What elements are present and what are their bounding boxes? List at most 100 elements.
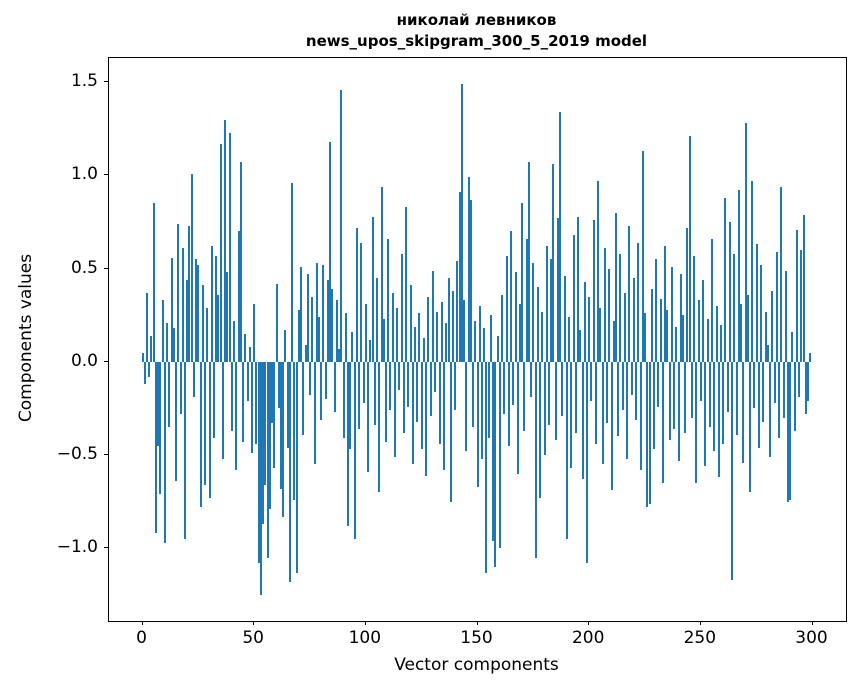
bar	[440, 302, 443, 362]
bar	[237, 231, 240, 362]
bar	[320, 361, 323, 420]
bar	[610, 361, 613, 491]
bar	[141, 352, 144, 362]
bar	[717, 361, 720, 478]
y-tick-mark	[104, 360, 108, 362]
bar	[407, 361, 410, 407]
bar	[543, 361, 546, 456]
bar	[322, 264, 325, 362]
bar	[713, 361, 716, 452]
bar	[655, 259, 658, 362]
bar	[556, 218, 559, 362]
bar	[335, 300, 338, 362]
bar	[286, 361, 289, 448]
bar	[217, 294, 220, 362]
bar	[402, 361, 405, 433]
chart-title-line2: news_upos_skipgram_300_5_2019 model	[305, 32, 648, 50]
y-tick-mark	[104, 174, 108, 176]
bar	[664, 246, 667, 362]
bar	[326, 279, 329, 362]
x-tick-label: 100	[348, 628, 382, 648]
bar	[210, 246, 213, 362]
bar	[313, 361, 316, 465]
bar	[148, 361, 151, 377]
bar	[235, 361, 238, 470]
bar	[206, 307, 209, 362]
bar	[454, 361, 457, 411]
bar	[175, 361, 177, 482]
bar	[420, 361, 423, 450]
bar	[679, 274, 682, 362]
bar	[711, 238, 713, 362]
bar	[534, 361, 537, 558]
bar	[458, 192, 461, 362]
bar	[728, 222, 731, 362]
bar	[197, 264, 200, 362]
bar	[338, 348, 340, 362]
bar	[673, 361, 675, 429]
x-tick-mark	[699, 621, 701, 625]
bar	[414, 326, 416, 362]
y-tick-label: 0.0	[70, 350, 98, 371]
x-tick-label: 50	[242, 628, 264, 648]
bar	[749, 361, 751, 493]
bar	[257, 361, 260, 564]
bar	[295, 361, 298, 573]
bar	[373, 361, 376, 426]
bar	[306, 274, 309, 362]
bar	[226, 272, 229, 362]
bar	[603, 248, 606, 362]
bar	[648, 361, 651, 504]
bar	[637, 242, 640, 362]
bar	[686, 227, 689, 362]
bar	[563, 276, 566, 362]
bar	[170, 257, 173, 362]
bar	[463, 300, 466, 362]
bar	[487, 361, 490, 439]
bar	[244, 333, 247, 362]
bar	[478, 305, 481, 362]
bar	[315, 263, 318, 362]
bar	[512, 361, 515, 405]
bar	[525, 238, 528, 362]
bar	[271, 361, 273, 424]
bar	[199, 361, 202, 508]
bar	[324, 361, 327, 400]
bar	[793, 361, 796, 431]
bar	[798, 361, 801, 398]
bar	[623, 292, 626, 362]
bar	[565, 361, 568, 539]
bar	[246, 361, 249, 401]
bar	[208, 361, 211, 498]
bar	[706, 319, 709, 362]
plot-area	[108, 57, 847, 622]
bar	[445, 322, 448, 362]
bar	[443, 361, 445, 470]
bar	[639, 361, 642, 470]
x-tick-label: 200	[571, 628, 605, 648]
bar	[784, 270, 787, 362]
bar	[396, 307, 399, 362]
bar	[364, 304, 367, 362]
bar	[585, 361, 588, 564]
bar	[773, 361, 776, 403]
bar	[168, 361, 171, 428]
bar	[382, 319, 385, 362]
bar	[574, 361, 577, 433]
bar	[481, 361, 483, 459]
bar	[554, 361, 557, 441]
bar	[492, 361, 495, 541]
y-tick-label: 0.5	[70, 257, 98, 278]
bar	[485, 361, 488, 573]
bar	[186, 279, 189, 362]
bar	[460, 84, 463, 362]
bar	[697, 300, 700, 362]
bar	[753, 361, 756, 409]
bar	[501, 294, 504, 362]
bar	[496, 335, 499, 362]
bar	[215, 255, 218, 362]
y-tick-label: −1.0	[56, 537, 98, 558]
y-tick-mark	[104, 267, 108, 269]
bar	[510, 231, 512, 362]
